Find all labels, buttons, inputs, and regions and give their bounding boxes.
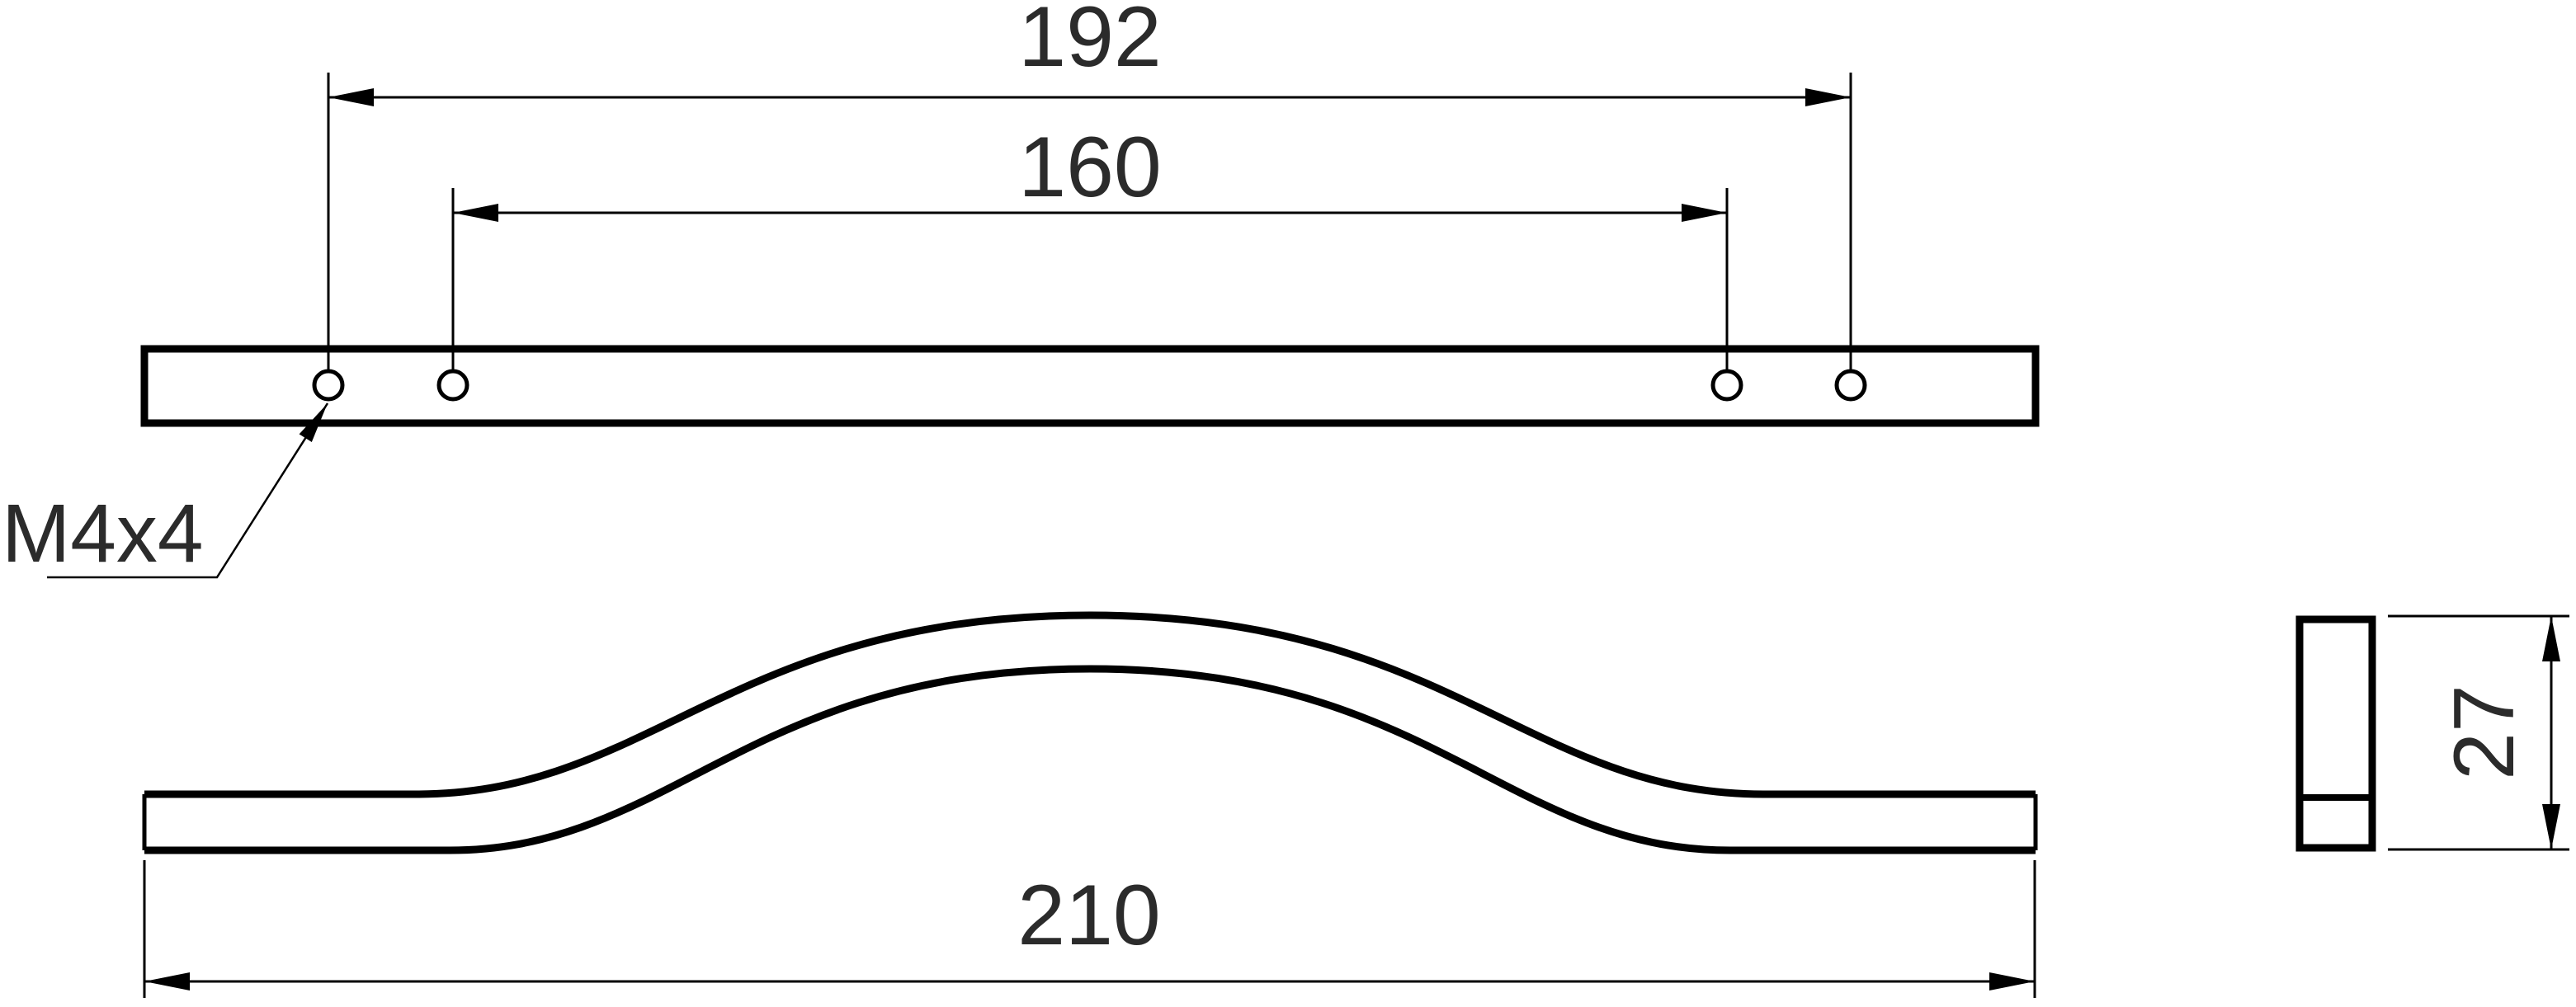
front-view: 210: [142, 611, 2038, 998]
dim-192-arrowhead-left: [328, 88, 374, 106]
handle-profile-inner-curve: [144, 665, 2036, 854]
end-view: 27: [2295, 614, 2569, 852]
dim-27-arrowhead-bottom: [2542, 804, 2560, 849]
top-view: 192 160 M4x4: [2, 0, 2040, 580]
dim-160-arrowhead-left: [453, 204, 498, 222]
end-view-outline: [2295, 615, 2376, 852]
handle-profile-outer-curve: [144, 611, 2036, 798]
mounting-hole-1: [312, 369, 345, 402]
thread-callout-arrowhead: [299, 403, 328, 442]
dim-160-arrowhead-right: [1682, 204, 1727, 222]
thread-callout-leader: [47, 402, 329, 579]
mounting-hole-2: [436, 369, 469, 402]
dim-192-arrowhead-right: [1805, 88, 1851, 106]
thread-callout-label: M4x4: [2, 487, 204, 580]
mounting-hole-3: [1710, 369, 1743, 402]
dim-210-arrowhead-right: [1989, 972, 2035, 991]
handle-top-view-outline: [140, 345, 2040, 427]
dim-210-arrowhead-left: [144, 972, 190, 991]
dim-160-label: 160: [1018, 120, 1162, 215]
dim-27-label: 27: [2437, 685, 2532, 780]
dim-192-label: 192: [1018, 0, 1162, 85]
mounting-hole-4: [1834, 369, 1867, 402]
dim-210-label: 210: [1017, 868, 1161, 963]
dim-27-arrowhead-top: [2542, 616, 2560, 661]
